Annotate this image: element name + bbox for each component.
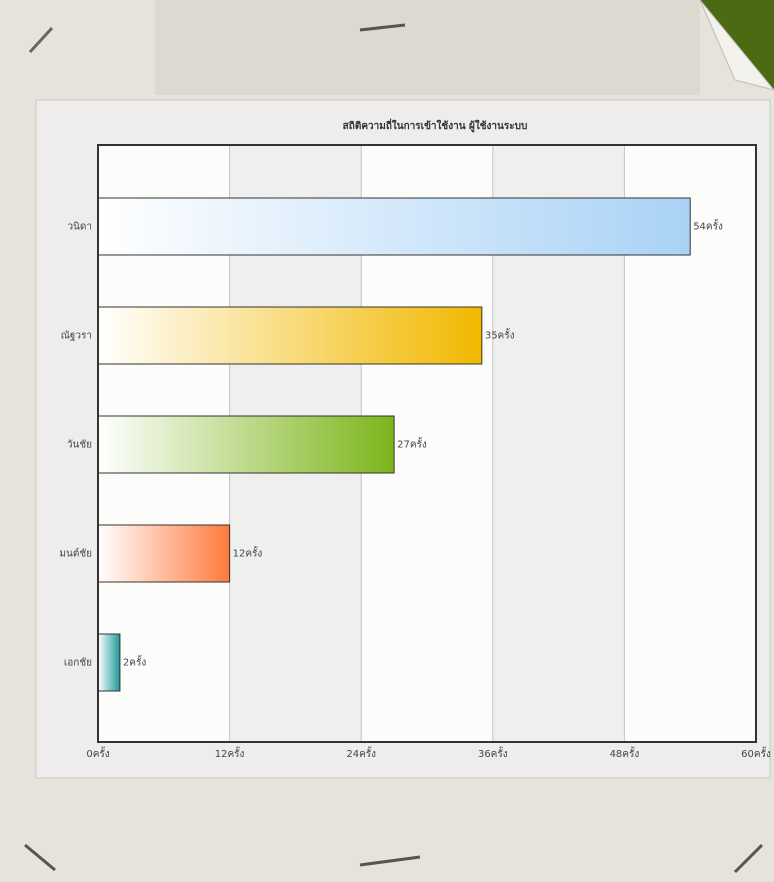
x-tick-label: 24ครั้ง	[346, 746, 376, 760]
bar	[98, 198, 690, 255]
value-label: 35ครั้ง	[485, 328, 515, 342]
x-tick-label: 48ครั้ง	[610, 746, 640, 760]
chart-title: สถิติความถี่ในการเข้าใช้งาน ผู้ใช้งานระบ…	[343, 118, 528, 133]
value-label: 2ครั้ง	[123, 655, 146, 669]
x-tick-label: 0ครั้ง	[86, 746, 109, 760]
paper-top	[155, 0, 700, 95]
value-label: 27ครั้ง	[397, 437, 427, 451]
chart: สถิติความถี่ในการเข้าใช้งาน ผู้ใช้งานระบ…	[0, 0, 774, 882]
x-tick-label: 60ครั้ง	[741, 746, 771, 760]
bar	[98, 525, 230, 582]
y-tick-label: มนต์ชัย	[59, 548, 92, 560]
value-label: 54ครั้ง	[693, 219, 723, 233]
x-tick-label: 12ครั้ง	[215, 746, 245, 760]
value-label: 12ครั้ง	[233, 546, 263, 560]
y-tick-label: วันชัย	[67, 440, 92, 451]
bar	[98, 634, 120, 691]
bar	[98, 416, 394, 473]
y-tick-label: เอกชัย	[64, 658, 92, 669]
y-tick-label: ณัฐวรา	[61, 331, 92, 342]
y-tick-label: วนิดา	[67, 222, 92, 233]
bar	[98, 307, 482, 364]
x-tick-label: 36ครั้ง	[478, 746, 508, 760]
